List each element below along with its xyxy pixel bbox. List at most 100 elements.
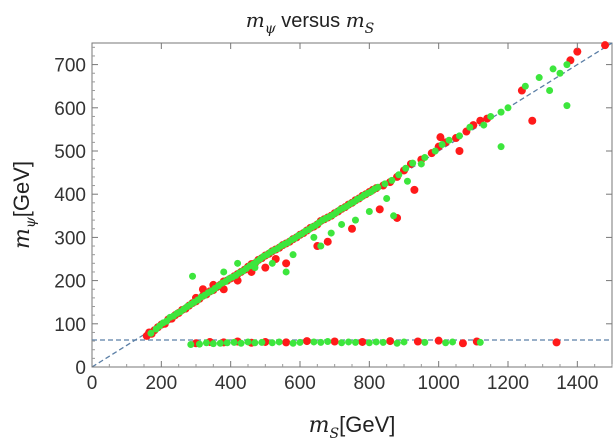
green-point	[310, 233, 318, 241]
green-point	[549, 65, 557, 73]
green-point	[383, 195, 391, 203]
green-point	[209, 340, 217, 348]
red-point	[219, 285, 228, 294]
green-point	[445, 136, 453, 144]
green-point	[365, 207, 373, 215]
red-point	[323, 237, 332, 246]
x-axis-label: mS[GeV]	[309, 412, 396, 441]
green-point	[338, 339, 346, 347]
green-point	[400, 338, 408, 346]
green-point	[455, 132, 463, 140]
red-point	[282, 338, 291, 347]
red-point	[552, 338, 561, 347]
x-tick-label: 600	[284, 373, 316, 394]
green-point	[480, 121, 488, 129]
red-point	[198, 285, 207, 294]
green-point	[258, 338, 266, 346]
red-point	[348, 224, 356, 233]
green-point	[535, 74, 543, 82]
green-point	[390, 212, 398, 220]
green-point	[268, 339, 276, 347]
red-point	[330, 337, 339, 346]
red-point	[573, 47, 582, 56]
green-point	[497, 143, 505, 151]
x-tick-label: 1400	[556, 373, 598, 394]
green-point	[521, 82, 529, 90]
green-point	[381, 180, 389, 188]
green-point	[289, 339, 297, 347]
x-tick-label: 1000	[418, 373, 460, 394]
green-point	[289, 251, 297, 259]
green-point	[395, 171, 403, 179]
x-tick-label: 200	[145, 373, 177, 394]
green-point	[409, 159, 417, 167]
green-point	[365, 339, 373, 347]
red-point	[528, 116, 537, 125]
y-axis-label: mψ[GeV]	[9, 161, 39, 249]
green-point	[195, 340, 203, 348]
red-point	[386, 337, 395, 346]
red-point	[436, 133, 445, 142]
red-point	[455, 147, 464, 155]
y-tick-label: 700	[54, 56, 86, 77]
green-point	[393, 339, 401, 347]
green-point	[374, 183, 382, 191]
red-point	[458, 339, 467, 348]
green-point	[147, 329, 155, 337]
y-tick-label: 500	[54, 142, 86, 163]
green-point	[403, 177, 411, 185]
red-point	[302, 337, 311, 346]
y-tick-label: 200	[54, 272, 86, 293]
y-tick-label: 300	[54, 228, 86, 249]
green-point	[345, 338, 353, 346]
y-tick-label: 600	[54, 99, 86, 120]
red-point	[434, 336, 443, 345]
green-point	[251, 339, 259, 347]
red-point	[282, 259, 291, 268]
green-point	[251, 264, 259, 272]
green-point	[268, 259, 276, 267]
x-tick-label: 800	[353, 373, 385, 394]
x-tick-label: 400	[215, 373, 247, 394]
red-point	[261, 263, 270, 272]
y-tick-label: 0	[75, 358, 86, 379]
green-point	[327, 229, 335, 237]
green-point	[310, 338, 318, 346]
green-point	[351, 338, 359, 346]
green-point	[431, 147, 439, 155]
green-point	[563, 61, 571, 69]
green-point	[449, 338, 457, 346]
y-tick-label: 400	[54, 185, 86, 206]
green-point	[438, 141, 446, 149]
red-point	[410, 185, 419, 194]
green-point	[216, 339, 224, 347]
green-point	[388, 176, 396, 184]
green-point	[220, 268, 228, 276]
green-point	[275, 338, 283, 346]
green-point	[187, 341, 195, 349]
green-point	[234, 259, 242, 267]
green-point	[317, 338, 325, 346]
green-point	[379, 338, 387, 346]
y-tick-label: 100	[54, 315, 86, 336]
green-point	[476, 338, 484, 346]
red-point	[358, 337, 367, 346]
green-point	[372, 338, 380, 346]
green-point	[351, 216, 359, 224]
green-point	[237, 339, 245, 347]
green-point	[442, 339, 450, 347]
green-point	[282, 268, 290, 276]
green-point	[202, 339, 210, 347]
data-points	[142, 41, 610, 349]
green-point	[230, 338, 238, 346]
green-point	[417, 160, 425, 168]
green-point	[466, 123, 474, 131]
red-point	[375, 205, 384, 214]
green-point	[497, 108, 505, 116]
green-point	[504, 104, 512, 112]
chart-title: mψ versus mS	[246, 8, 375, 37]
x-axis-ticks: 0 200 400 600 800 1000 1200 1400	[87, 43, 613, 394]
red-point	[413, 337, 422, 346]
x-tick-label: 1200	[487, 373, 529, 394]
